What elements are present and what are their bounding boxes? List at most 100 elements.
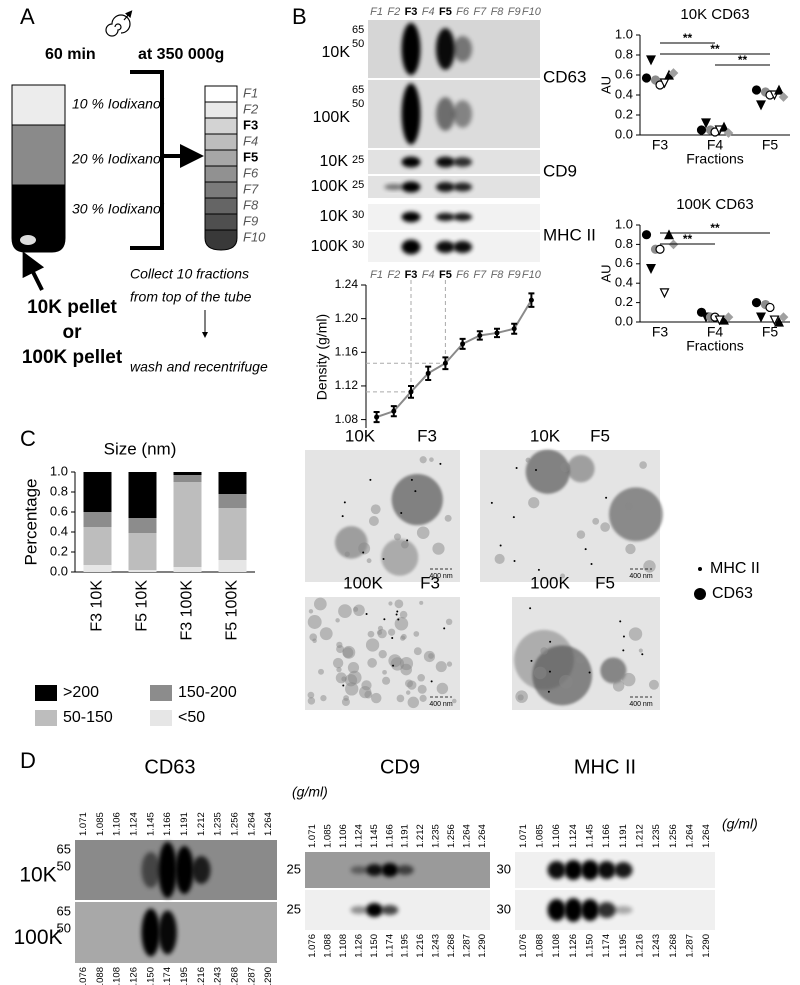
vesicle [341,698,350,707]
density-label: 1.150 [145,967,156,985]
vesicle [559,674,573,689]
bar-segment [218,508,247,560]
density-label: 1.108 [338,934,349,958]
band [381,905,399,915]
band [614,862,633,878]
y-tick-label: 0.8 [615,236,633,251]
significance-label: ** [683,31,693,45]
vesicle [625,502,633,511]
point [701,118,711,129]
vesicle [390,657,405,671]
gold-particle [391,637,394,640]
x-tick-label: F3 [652,324,669,340]
vesicle [567,454,595,483]
band [191,856,211,884]
fraction-segment [204,85,238,103]
sample-label: 100K [311,178,349,195]
y-tick-label: 0.4 [615,275,633,290]
density-label: 1.166 [162,812,173,836]
vesicle [370,504,381,515]
density-label: 1.088 [323,934,334,958]
vesicle [525,449,570,494]
marker-label: 25 [352,154,364,166]
chart-title: 10K CD63 [680,6,749,23]
x-tick-label: F4 [422,269,435,281]
band [141,852,161,888]
legend-label: 50-150 [63,709,113,726]
fraction-segment [204,181,238,199]
density-label: 1.124 [568,824,579,848]
panel-label: B [292,4,307,29]
panel-label: A [20,4,35,29]
x-tick-label: F4 [707,137,724,153]
density-label: 1.264 [246,812,257,836]
density-label: 1.216 [196,967,207,985]
density-label: 1.166 [384,824,395,848]
vesicle [560,462,571,473]
marker-label: 25 [352,179,364,191]
density-label: 1.191 [400,824,411,848]
density-label: 1.174 [384,934,395,958]
density-label: 1.287 [685,934,696,958]
significance-label: ** [710,221,720,235]
fraction-label: F6 [456,6,470,18]
gold-particle [605,496,608,499]
point [774,84,784,95]
band [547,899,566,921]
protein-label: CD63 [543,67,586,86]
vesicle [336,667,342,673]
density-label: 1.071 [78,812,89,836]
density-label: 1.076 [78,967,89,985]
point [778,312,789,322]
band [396,865,414,875]
band [547,861,566,879]
bar-segment [83,512,112,527]
bar-segment [218,472,247,494]
vesicle [361,680,372,691]
point [646,264,656,274]
density-label: 1.124 [128,812,139,836]
density-label: 1.256 [229,812,240,836]
vesicle [436,682,449,695]
fraction-label: F1 [370,6,383,18]
band [435,156,455,168]
marker-label: 30 [497,901,511,916]
gold-particle [439,462,442,465]
density-label: 1.290 [701,934,712,958]
vesicle [309,633,318,642]
vesicle [417,684,427,694]
vesicle [307,615,322,629]
density-label: 1.106 [112,812,123,836]
vesicle [399,610,408,619]
legend-swatch [150,710,172,726]
fraction-label: F2 [243,101,259,116]
gold-particle [588,671,591,674]
image-label: F3 [417,426,437,445]
point [765,302,775,313]
vesicle [320,695,327,702]
vesicle [335,618,340,623]
sample-label: 10K [19,864,56,887]
marker-label: 30 [352,239,364,251]
vesicle [560,573,566,579]
unit-label: (g/ml) [292,784,328,800]
axis-title: Percentage [21,479,40,566]
fraction-label: F1 [243,85,258,100]
gold-particle [392,664,395,667]
layer-label: 10 % Iodixanol [72,96,165,112]
legend-label: 150-200 [178,684,237,701]
gold-particle [382,557,385,560]
density-label: 1.264 [685,824,696,848]
protein-label: MHC II [543,225,596,244]
legend-dot [698,567,702,571]
vesicle [446,661,453,667]
vesicle [445,618,453,626]
band [401,181,421,193]
marker-label: 30 [497,861,511,876]
density-label: 1.085 [323,824,334,848]
band [384,184,404,190]
x-tick-label: F6 [456,269,470,281]
vesicle [396,694,405,703]
bar-segment [83,472,112,512]
